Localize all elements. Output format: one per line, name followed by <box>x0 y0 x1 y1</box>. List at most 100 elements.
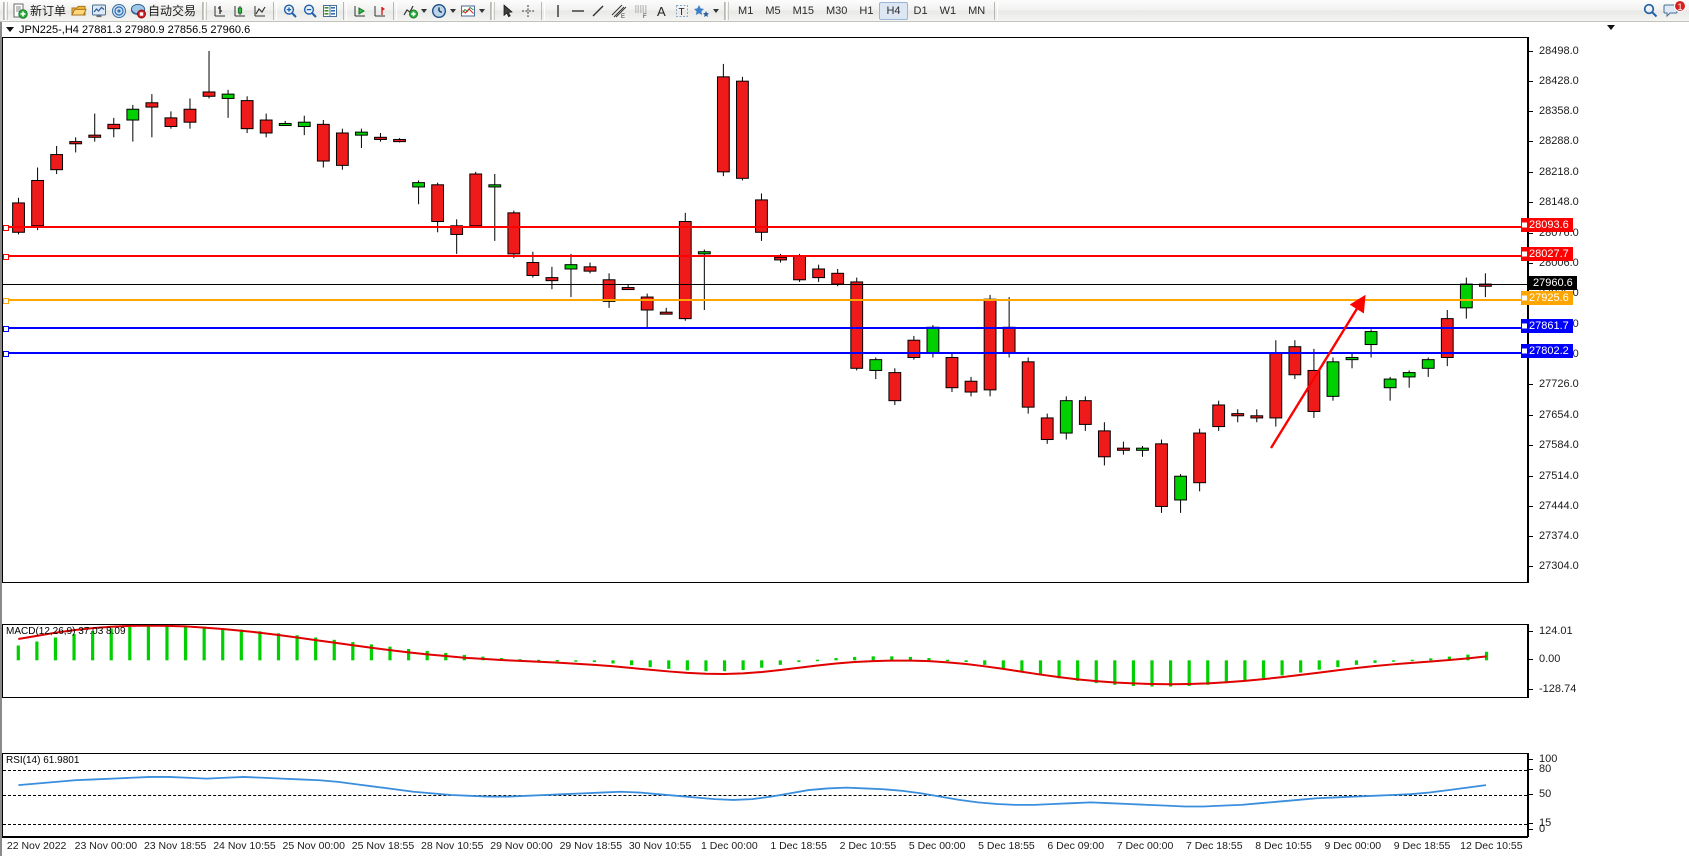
auto-scroll-button[interactable] <box>370 1 390 21</box>
resistance-line-1-tag[interactable]: 28093.6 <box>1521 218 1573 233</box>
bid-line <box>3 283 1527 285</box>
level-handle[interactable] <box>3 325 9 332</box>
timeframe-m30[interactable]: M30 <box>826 4 848 17</box>
timeframe-h4[interactable]: H4 <box>879 1 908 20</box>
crosshair-button[interactable] <box>518 1 538 21</box>
time-axis-label: 5 Dec 00:00 <box>908 840 966 852</box>
price-tick: 27444.0 <box>1529 500 1579 512</box>
notification-badge: 1 <box>1674 0 1686 12</box>
toolbar-grip-2[interactable] <box>202 1 208 20</box>
macd-label: MACD(12,26,9) 37.03 8.09 <box>6 626 126 637</box>
level-tag-knob <box>1522 323 1527 329</box>
vertical-line-button[interactable] <box>548 1 568 21</box>
toolbar-grip-3[interactable] <box>490 1 496 20</box>
macd-series <box>16 625 1489 687</box>
rsi-tick: 0 <box>1529 823 1545 835</box>
templates-dropdown-caret[interactable] <box>479 8 486 13</box>
resistance-line-2[interactable] <box>3 253 1527 260</box>
toolbar-separator-1 <box>273 1 278 20</box>
period-dropdown-caret[interactable] <box>450 8 457 13</box>
zoom-out-button[interactable] <box>300 1 320 21</box>
trendline-button[interactable] <box>588 1 608 21</box>
time-axis-label: 5 Dec 18:55 <box>978 840 1035 852</box>
chart-title: JPN225-,H4 27881.3 27980.9 27856.5 27960… <box>19 23 251 36</box>
resistance-line-1[interactable] <box>3 225 1527 232</box>
period-button[interactable] <box>429 1 449 21</box>
price-pane[interactable] <box>2 37 1528 583</box>
pivot-line[interactable] <box>3 297 1527 304</box>
level-handle[interactable] <box>3 225 9 232</box>
level-handle[interactable] <box>3 351 9 358</box>
zoom-in-button[interactable] <box>280 1 300 21</box>
time-axis-label: 1 Dec 00:00 <box>701 840 758 852</box>
rsi-scale[interactable]: 100 80 50 15 0 <box>1528 753 1689 837</box>
candlestick-chart-button[interactable] <box>230 1 250 21</box>
toolbar-grip-4[interactable] <box>724 1 730 20</box>
timeframe-h1[interactable]: H1 <box>859 4 874 17</box>
search-button[interactable] <box>1640 1 1661 21</box>
time-axis-label: 22 Nov 2022 <box>6 840 67 852</box>
data-window-button[interactable] <box>320 1 340 21</box>
time-axis-label: 25 Nov 18:55 <box>351 840 415 852</box>
signal-icon <box>112 3 127 18</box>
notifications-button[interactable]: 1 <box>1661 0 1686 21</box>
support-line-2[interactable] <box>3 351 1527 358</box>
horizontal-line-button[interactable] <box>568 1 588 21</box>
support-line-2-tag[interactable]: 27802.2 <box>1521 344 1573 359</box>
toolbar-separator-5 <box>994 1 999 20</box>
line-chart-button[interactable] <box>250 1 270 21</box>
text-button[interactable]: A <box>652 1 672 21</box>
new-order-button[interactable]: 新订单 <box>11 1 69 21</box>
market-watch-button[interactable] <box>89 1 109 21</box>
pivot-line-tag[interactable]: 27925.6 <box>1521 290 1573 305</box>
macd-scale[interactable]: 124.01 0.00 -128.74 <box>1528 624 1689 698</box>
chart-shift-button[interactable] <box>350 1 370 21</box>
toolbar-separator-3 <box>393 1 398 20</box>
shapes-dropdown-caret[interactable] <box>713 8 720 13</box>
time-axis[interactable]: 22 Nov 2022 23 Nov 00:00 23 Nov 18:55 24 No… <box>2 837 1528 856</box>
toolbar-grip[interactable] <box>3 1 8 20</box>
signals-button[interactable] <box>109 1 129 21</box>
zoom-in-icon <box>283 3 297 18</box>
fibonacci-button[interactable]: F <box>630 1 652 21</box>
text-label-button[interactable]: T <box>672 1 692 21</box>
crosshair-icon <box>522 4 535 17</box>
bar-chart-button[interactable] <box>210 1 230 21</box>
timeframe-d1[interactable]: D1 <box>913 4 928 17</box>
resistance-line-2-tag[interactable]: 28027.7 <box>1521 246 1573 261</box>
timeframe-m15[interactable]: M15 <box>792 4 814 17</box>
support-line-1-tag[interactable]: 27861.7 <box>1521 318 1573 333</box>
time-axis-label: 29 Nov 18:55 <box>559 840 623 852</box>
auto-trading-button[interactable]: 自动交易 <box>129 1 199 21</box>
bid-price-tag: 27960.6 <box>1529 275 1577 290</box>
text-label-icon: T <box>676 4 689 18</box>
timeframe-m5[interactable]: M5 <box>765 4 781 17</box>
expert-advisors-button[interactable] <box>69 1 89 21</box>
search-icon <box>1643 3 1658 18</box>
rsi-pane[interactable]: RSI(14) 61.9801 <box>2 753 1528 837</box>
timeframe-m1[interactable]: M1 <box>738 4 754 17</box>
templates-button[interactable] <box>458 1 478 21</box>
timeframe-w1[interactable]: W1 <box>939 4 957 17</box>
time-axis-label: 25 Nov 00:00 <box>282 840 345 852</box>
support-line-1[interactable] <box>3 325 1527 332</box>
rsi-tick: 15 <box>1529 817 1551 829</box>
chart-collapse-caret-icon[interactable] <box>1607 25 1615 30</box>
svg-text:F: F <box>643 14 647 19</box>
indicators-dropdown-caret[interactable] <box>421 8 428 13</box>
price-tick: 28148.0 <box>1529 196 1579 208</box>
channel-icon: E <box>611 4 627 19</box>
chart-menu-caret-icon[interactable] <box>6 27 14 32</box>
equidistant-channel-button[interactable]: E <box>608 1 630 21</box>
cursor-button[interactable] <box>498 1 518 21</box>
time-axis-label: 24 Nov 10:55 <box>213 840 276 852</box>
timeframe-mn[interactable]: MN <box>968 4 986 17</box>
trendline-icon <box>592 5 604 16</box>
level-handle[interactable] <box>3 297 9 304</box>
level-handle[interactable] <box>3 253 9 260</box>
indicators-button[interactable] <box>400 1 420 21</box>
shapes-button[interactable] <box>692 1 712 21</box>
price-scale[interactable]: 28498.0 28428.0 28358.0 28288.0 28218.0 28148… <box>1521 37 1689 583</box>
bullish-trend-arrow[interactable] <box>1258 293 1378 458</box>
macd-pane[interactable]: MACD(12,26,9) 37.03 8.09 <box>2 624 1528 698</box>
